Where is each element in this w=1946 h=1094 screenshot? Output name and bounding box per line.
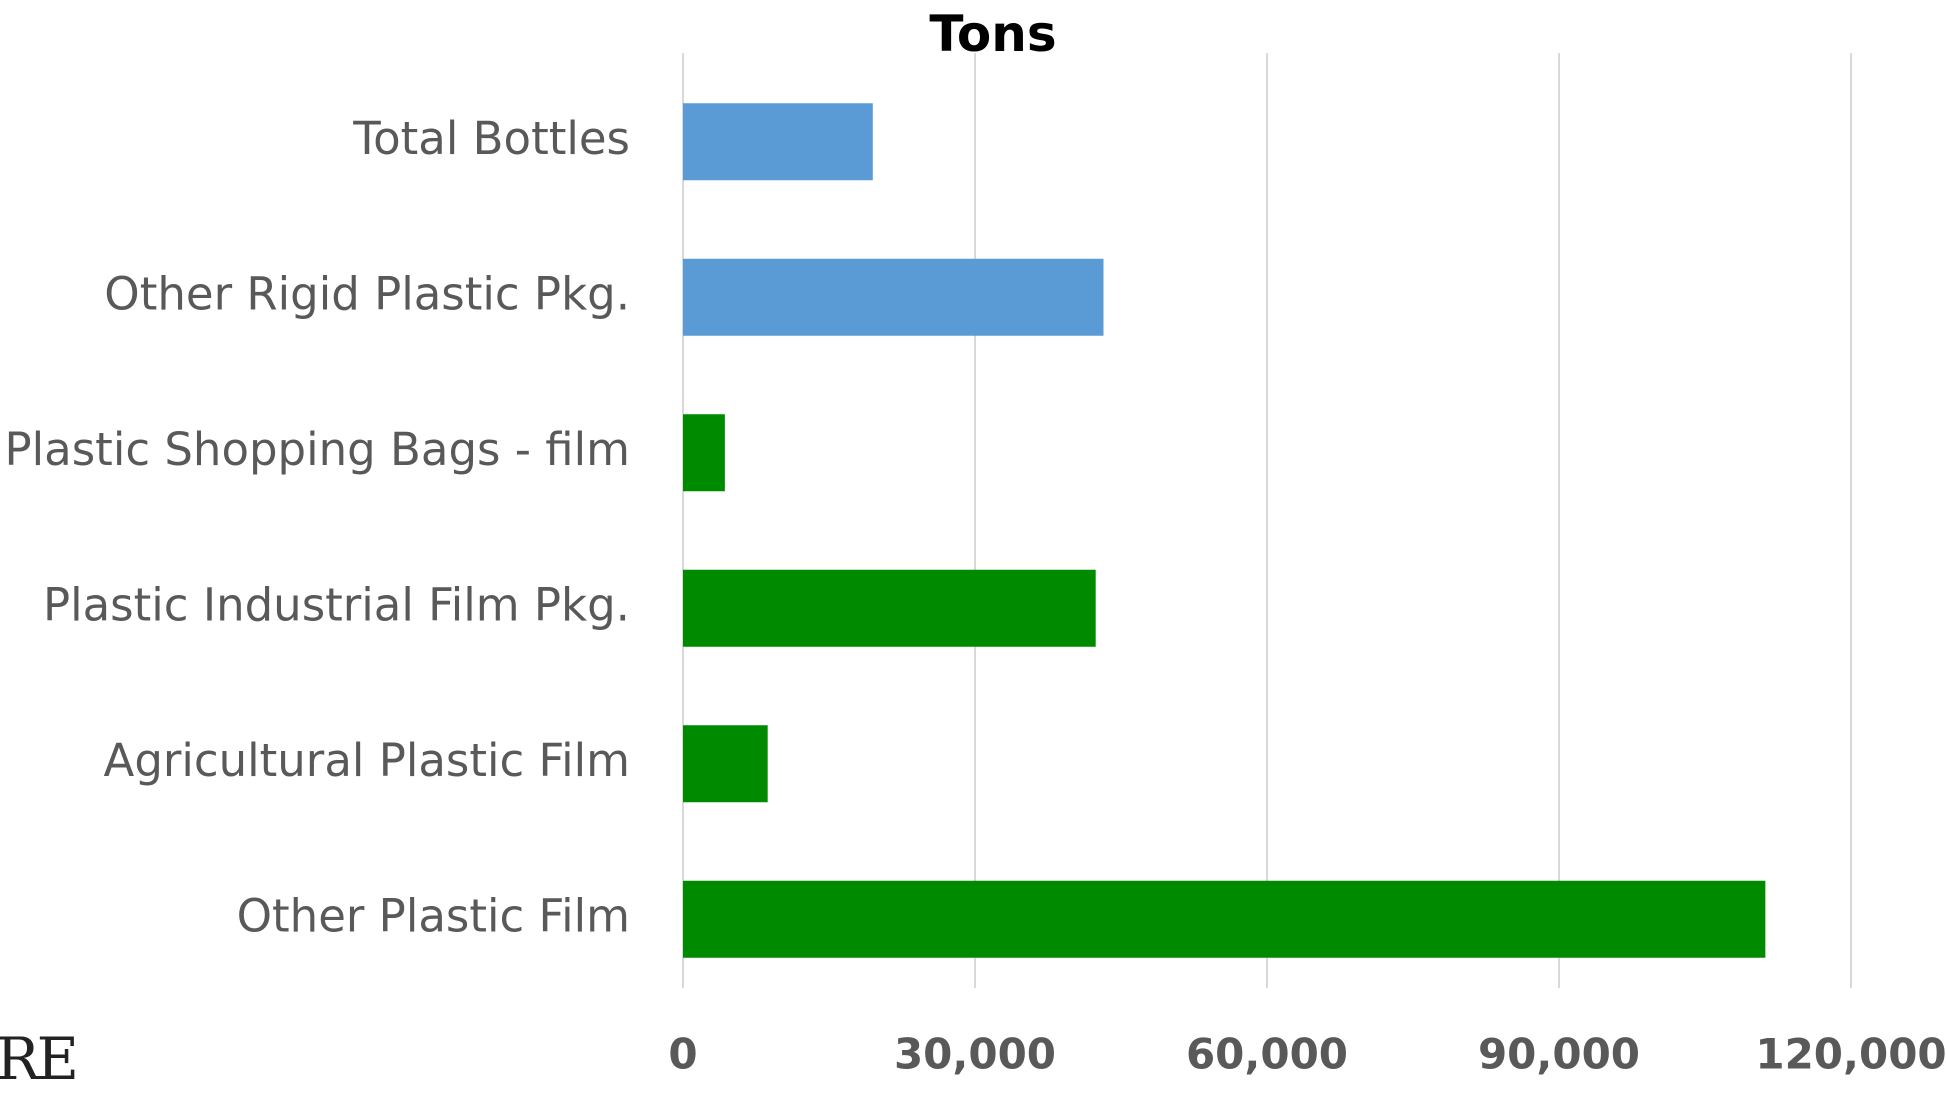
bar-4 [683, 725, 768, 802]
category-label-4: Agricultural Plastic Film [104, 734, 630, 787]
category-label-2: Plastic Shopping Bags - film [5, 423, 630, 476]
category-label-3: Plastic Industrial Film Pkg. [43, 578, 630, 631]
x-tick-label-3: 90,000 [1478, 1030, 1640, 1079]
bar-0 [683, 103, 873, 180]
bar-3 [683, 570, 1096, 647]
x-tick-label-0: 0 [668, 1030, 697, 1079]
x-tick-label-2: 60,000 [1186, 1030, 1348, 1079]
category-label-5: Other Plastic Film [237, 889, 630, 942]
x-tick-label-4: 120,000 [1755, 1030, 1946, 1079]
bar-5 [683, 881, 1765, 958]
category-label-0: Total Bottles [352, 112, 630, 165]
x-tick-label-1: 30,000 [894, 1030, 1056, 1079]
bar-1 [683, 259, 1103, 336]
bar-2 [683, 414, 725, 491]
category-label-1: Other Rigid Plastic Pkg. [104, 267, 630, 320]
corner-logo-fragment: RE [0, 1024, 76, 1094]
